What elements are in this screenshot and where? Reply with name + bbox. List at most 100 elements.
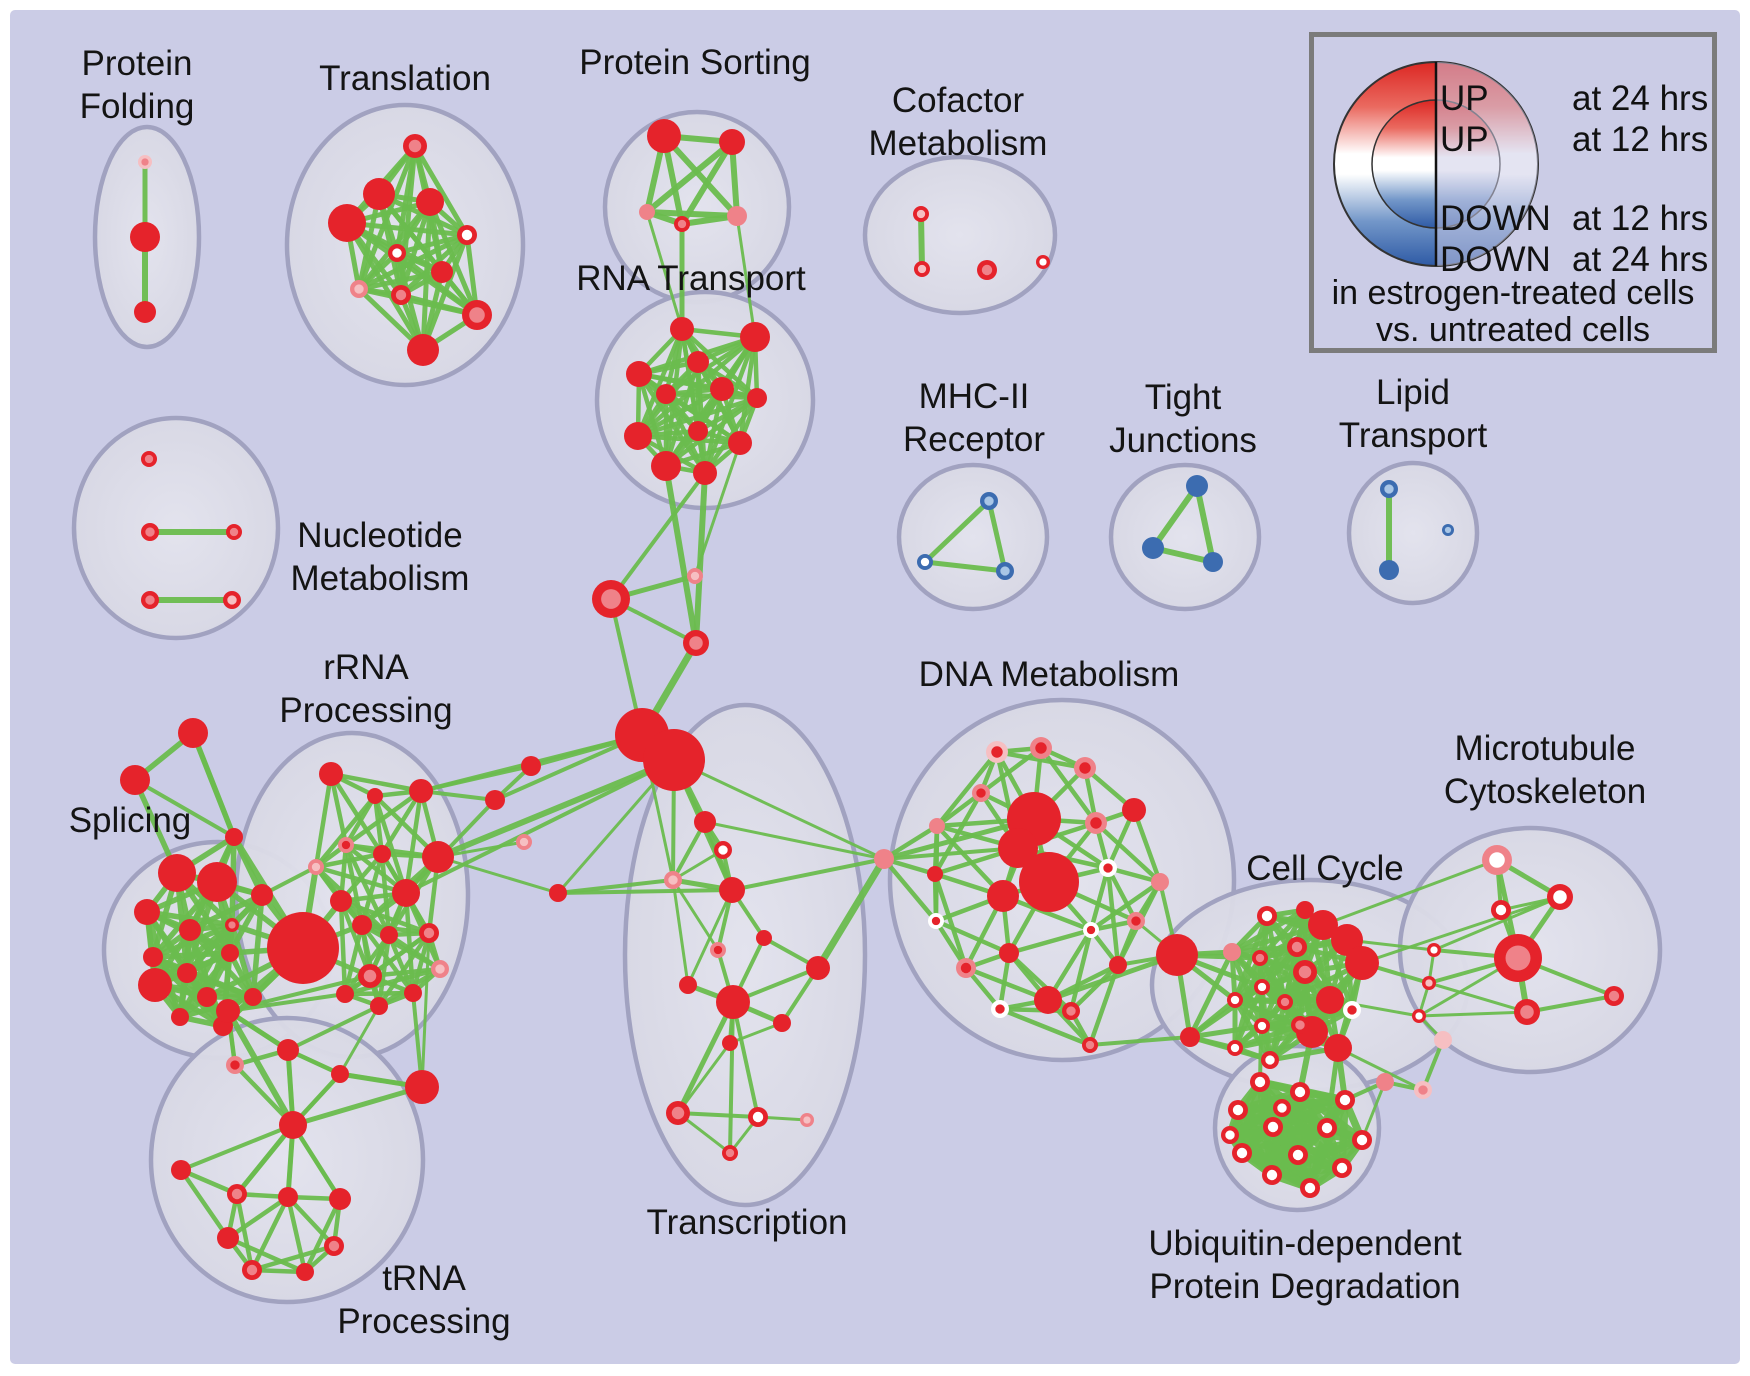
network-edge (1427, 981, 1529, 1014)
network-edge (881, 823, 940, 862)
network-node-center (1553, 890, 1567, 904)
cluster-label-microtubule_cytoskeleton: Cytoskeleton (1444, 772, 1646, 811)
network-node (740, 322, 770, 352)
cluster-label-nucleotide_metabolism: Nucleotide (297, 516, 462, 555)
network-edge (184, 892, 265, 976)
network-edge (1432, 895, 1562, 952)
legend-entry-time: at 12 hrs (1572, 199, 1709, 238)
network-edge (663, 463, 699, 646)
network-node (1180, 1027, 1200, 1047)
network-edge (934, 790, 984, 829)
network-edge (1006, 927, 1094, 956)
network-node-center (931, 916, 941, 926)
network-node (1186, 475, 1208, 497)
network-node-center (1356, 1134, 1368, 1146)
network-edge (179, 1123, 295, 1172)
network-node-center (1347, 1005, 1357, 1015)
network-node (756, 930, 772, 946)
network-edge (1321, 858, 1499, 927)
network-edge (225, 1008, 296, 1128)
network-node-center (920, 557, 930, 567)
network-node (1324, 1034, 1352, 1062)
network-edge (1360, 1080, 1387, 1142)
legend-entry-direction: DOWN (1440, 240, 1551, 279)
cluster-label-tight_junctions: Junctions (1109, 421, 1257, 460)
network-node-center (713, 945, 723, 955)
network-node (929, 818, 945, 834)
network-node (647, 119, 681, 153)
network-node (367, 788, 383, 804)
network-edge (286, 1004, 381, 1052)
network-edge (249, 1194, 291, 1273)
network-edge (1232, 1022, 1303, 1051)
network-node-center (1505, 945, 1531, 971)
network-edge (1360, 895, 1562, 965)
network-node (927, 866, 943, 882)
network-edge (1258, 985, 1264, 1084)
network-node-center (1608, 990, 1620, 1002)
network-node (1109, 956, 1127, 974)
network-edge (313, 771, 334, 870)
network-edge (932, 871, 969, 971)
network-edge (234, 1122, 296, 1197)
network-edge (1278, 1096, 1349, 1112)
network-node (639, 204, 655, 220)
network-node-center (1295, 1020, 1305, 1030)
network-edge (150, 922, 235, 960)
network-edge (313, 851, 385, 870)
network-node-center (1257, 982, 1267, 992)
network-edge (342, 966, 443, 997)
cluster-label-nucleotide_metabolism: Metabolism (291, 559, 470, 598)
network-node-center (981, 264, 993, 276)
network-node (331, 1065, 349, 1083)
network-edge (1088, 879, 1163, 933)
network-edge (676, 1111, 760, 1119)
network-node (171, 1008, 189, 1026)
network-node-center (671, 1106, 685, 1120)
network-edge (1187, 949, 1235, 1040)
network-node-center (392, 248, 402, 258)
network-edge (986, 498, 1008, 574)
network-node (679, 976, 697, 994)
network-edge (882, 846, 1020, 861)
network-node (392, 879, 420, 907)
network-node-center (1225, 1130, 1235, 1140)
cluster-label-trna_processing: tRNA (382, 1259, 466, 1298)
network-node (178, 718, 208, 748)
network-node-center (1079, 762, 1091, 774)
network-node-center (1489, 852, 1505, 868)
network-node-center (1280, 997, 1290, 1007)
network-node (217, 1227, 239, 1249)
network-node (670, 317, 694, 341)
network-node (549, 884, 567, 902)
network-edge (394, 232, 470, 256)
network-edge (1088, 1035, 1192, 1047)
network-edge (609, 471, 707, 601)
network-node (179, 919, 201, 941)
network-node-center (328, 1240, 340, 1252)
network-node-center (1254, 1076, 1266, 1088)
cluster-label-tight_junctions: Tight (1145, 378, 1222, 417)
network-node (328, 204, 366, 242)
network-node (138, 968, 172, 1002)
network-edge (403, 788, 424, 896)
network-node-center (519, 837, 529, 847)
network-node-center (1257, 1021, 1267, 1031)
network-node (1142, 537, 1164, 559)
network-node-center (1265, 1055, 1275, 1065)
network-node-center (141, 158, 149, 166)
network-edge (150, 950, 233, 960)
network-node (120, 765, 150, 795)
network-node-center (227, 595, 237, 605)
network-node (277, 1039, 299, 1061)
network-edge (412, 143, 470, 238)
network-edge (556, 888, 734, 895)
network-node (244, 988, 262, 1006)
network-edge (661, 133, 740, 219)
network-node-center (601, 589, 621, 609)
network-node-center (1298, 965, 1312, 979)
network-node (225, 828, 243, 846)
network-node-center (1131, 916, 1141, 926)
network-node (267, 912, 339, 984)
